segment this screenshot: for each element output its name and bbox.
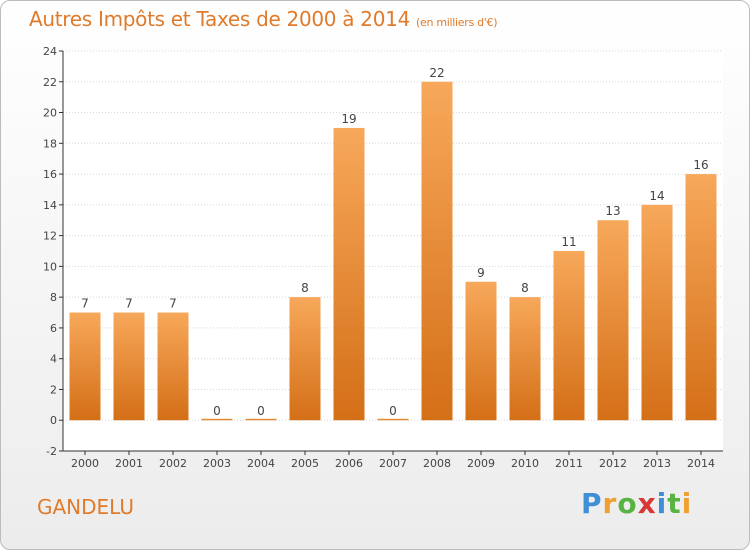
y-tick-label: 2	[50, 383, 57, 396]
bar	[201, 418, 233, 421]
x-tick-label: 2002	[159, 457, 187, 470]
bar-value-label: 22	[429, 66, 444, 80]
x-tick-label: 2013	[643, 457, 671, 470]
y-tick-label: 0	[50, 414, 57, 427]
x-tick-label: 2003	[203, 457, 231, 470]
bar-value-label: 7	[81, 297, 89, 311]
bar	[69, 312, 101, 421]
bar	[509, 297, 541, 421]
x-tick-label: 2010	[511, 457, 539, 470]
bar	[465, 281, 497, 421]
bar-value-label: 0	[257, 404, 265, 418]
x-tick-label: 2005	[291, 457, 319, 470]
bar-value-label: 13	[605, 204, 620, 218]
chart-title: Autres Impôts et Taxes de 2000 à 2014 (en…	[29, 7, 497, 31]
bar-value-label: 7	[169, 297, 177, 311]
bar	[377, 418, 409, 421]
logo-letter: P	[581, 487, 603, 520]
logo-letter: r	[602, 487, 618, 520]
chart-title-text: Autres Impôts et Taxes de 2000 à 2014	[29, 7, 410, 31]
y-tick-label: 10	[43, 260, 57, 273]
bar-value-label: 8	[301, 281, 309, 295]
logo-letter: x	[637, 487, 657, 520]
bar	[597, 220, 629, 421]
x-tick-label: 2000	[71, 457, 99, 470]
y-tick-label: 20	[43, 107, 57, 120]
logo-letter: o	[617, 487, 638, 520]
proxiti-logo: Proxiti	[581, 487, 692, 520]
bar	[289, 297, 321, 421]
y-tick-label: 16	[43, 168, 57, 181]
logo-letter: i	[681, 487, 693, 520]
y-tick-label: 14	[43, 199, 57, 212]
x-tick-label: 2014	[687, 457, 715, 470]
bar-value-label: 11	[561, 235, 576, 249]
y-tick-label: 24	[43, 45, 57, 58]
y-tick-label: 18	[43, 137, 57, 150]
y-tick-label: 8	[50, 291, 57, 304]
x-tick-label: 2004	[247, 457, 275, 470]
bar-value-label: 19	[341, 112, 356, 126]
chart-subtitle: (en milliers d'€)	[416, 16, 498, 29]
y-tick-label: 4	[50, 353, 57, 366]
x-tick-label: 2012	[599, 457, 627, 470]
x-tick-label: 2001	[115, 457, 143, 470]
commune-name: GANDELU	[37, 495, 134, 519]
bar-value-label: 14	[649, 189, 664, 203]
y-tick-label: 22	[43, 76, 57, 89]
x-tick-label: 2006	[335, 457, 363, 470]
x-tick-label: 2011	[555, 457, 583, 470]
bar	[333, 127, 365, 421]
y-tick-label: 12	[43, 230, 57, 243]
bar-value-label: 7	[125, 297, 133, 311]
bar-value-label: 0	[213, 404, 221, 418]
bar	[553, 251, 585, 421]
x-tick-label: 2007	[379, 457, 407, 470]
bar	[157, 312, 189, 421]
bar-value-label: 8	[521, 281, 529, 295]
logo-letter: t	[667, 487, 682, 520]
x-tick-label: 2008	[423, 457, 451, 470]
bar	[113, 312, 145, 421]
logo-letter: i	[656, 487, 668, 520]
bar	[641, 204, 673, 421]
bar	[685, 174, 717, 421]
x-tick-label: 2009	[467, 457, 495, 470]
bar	[421, 81, 453, 421]
bar-value-label: 16	[693, 158, 708, 172]
bar-value-label: 9	[477, 266, 485, 280]
y-tick-label: -2	[46, 445, 57, 458]
y-tick-label: 6	[50, 322, 57, 335]
bar	[245, 418, 277, 421]
bar-value-label: 0	[389, 404, 397, 418]
